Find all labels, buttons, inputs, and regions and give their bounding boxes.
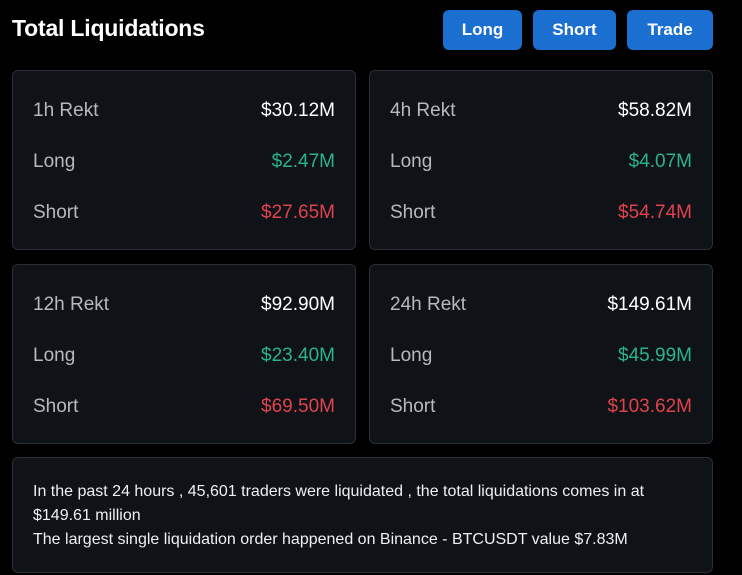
summary-text: In the past 24 hours , 45,601 traders we…: [33, 483, 645, 524]
total-value: $30.12M: [261, 100, 335, 121]
stat-row-short: Short $69.50M: [33, 396, 335, 422]
stat-row-short: Short $103.62M: [390, 396, 692, 422]
long-label: Long: [390, 151, 433, 172]
stat-card-4h: 4h Rekt $58.82M Long $4.07M Short $54.74…: [369, 70, 713, 250]
long-value: $45.99M: [618, 345, 692, 366]
stat-row-short: Short $54.74M: [390, 202, 692, 228]
stat-row-total: 4h Rekt $58.82M: [390, 100, 692, 126]
stat-row-long: Long $45.99M: [390, 345, 692, 371]
period-label: 24h Rekt: [390, 294, 467, 315]
short-value: $69.50M: [261, 396, 335, 417]
header-buttons: Long Short Trade: [443, 10, 713, 50]
long-value: $23.40M: [261, 345, 335, 366]
stat-row-total: 1h Rekt $30.12M: [33, 100, 335, 126]
short-label: Short: [390, 396, 436, 417]
long-label: Long: [33, 151, 76, 172]
stat-row-total: 12h Rekt $92.90M: [33, 294, 335, 320]
short-label: Short: [33, 396, 79, 417]
page-title: Total Liquidations: [12, 15, 205, 41]
period-label: 12h Rekt: [33, 294, 110, 315]
total-value: $58.82M: [618, 100, 692, 121]
trade-button[interactable]: Trade: [627, 10, 713, 50]
period-label: 4h Rekt: [390, 100, 456, 121]
stat-row-long: Long $4.07M: [390, 151, 692, 177]
short-value: $54.74M: [618, 202, 692, 223]
largest-order-text: The largest single liquidation order hap…: [33, 531, 628, 548]
long-label: Long: [390, 345, 433, 366]
stat-row-long: Long $23.40M: [33, 345, 335, 371]
stat-row-short: Short $27.65M: [33, 202, 335, 228]
long-value: $4.07M: [628, 151, 692, 172]
summary-panel: In the past 24 hours , 45,601 traders we…: [12, 457, 713, 573]
stat-row-total: 24h Rekt $149.61M: [390, 294, 692, 320]
stat-card-24h: 24h Rekt $149.61M Long $45.99M Short $10…: [369, 264, 713, 444]
stat-card-12h: 12h Rekt $92.90M Long $23.40M Short $69.…: [12, 264, 356, 444]
long-button[interactable]: Long: [443, 10, 522, 50]
long-value: $2.47M: [271, 151, 335, 172]
total-value: $92.90M: [261, 294, 335, 315]
total-value: $149.61M: [607, 294, 692, 315]
short-value: $27.65M: [261, 202, 335, 223]
stat-card-1h: 1h Rekt $30.12M Long $2.47M Short $27.65…: [12, 70, 356, 250]
short-value: $103.62M: [607, 396, 692, 417]
short-label: Short: [390, 202, 436, 223]
short-button[interactable]: Short: [533, 10, 616, 50]
header: Total Liquidations Long Short Trade: [12, 10, 713, 50]
stat-row-long: Long $2.47M: [33, 151, 335, 177]
long-label: Long: [33, 345, 76, 366]
period-label: 1h Rekt: [33, 100, 99, 121]
short-label: Short: [33, 202, 79, 223]
